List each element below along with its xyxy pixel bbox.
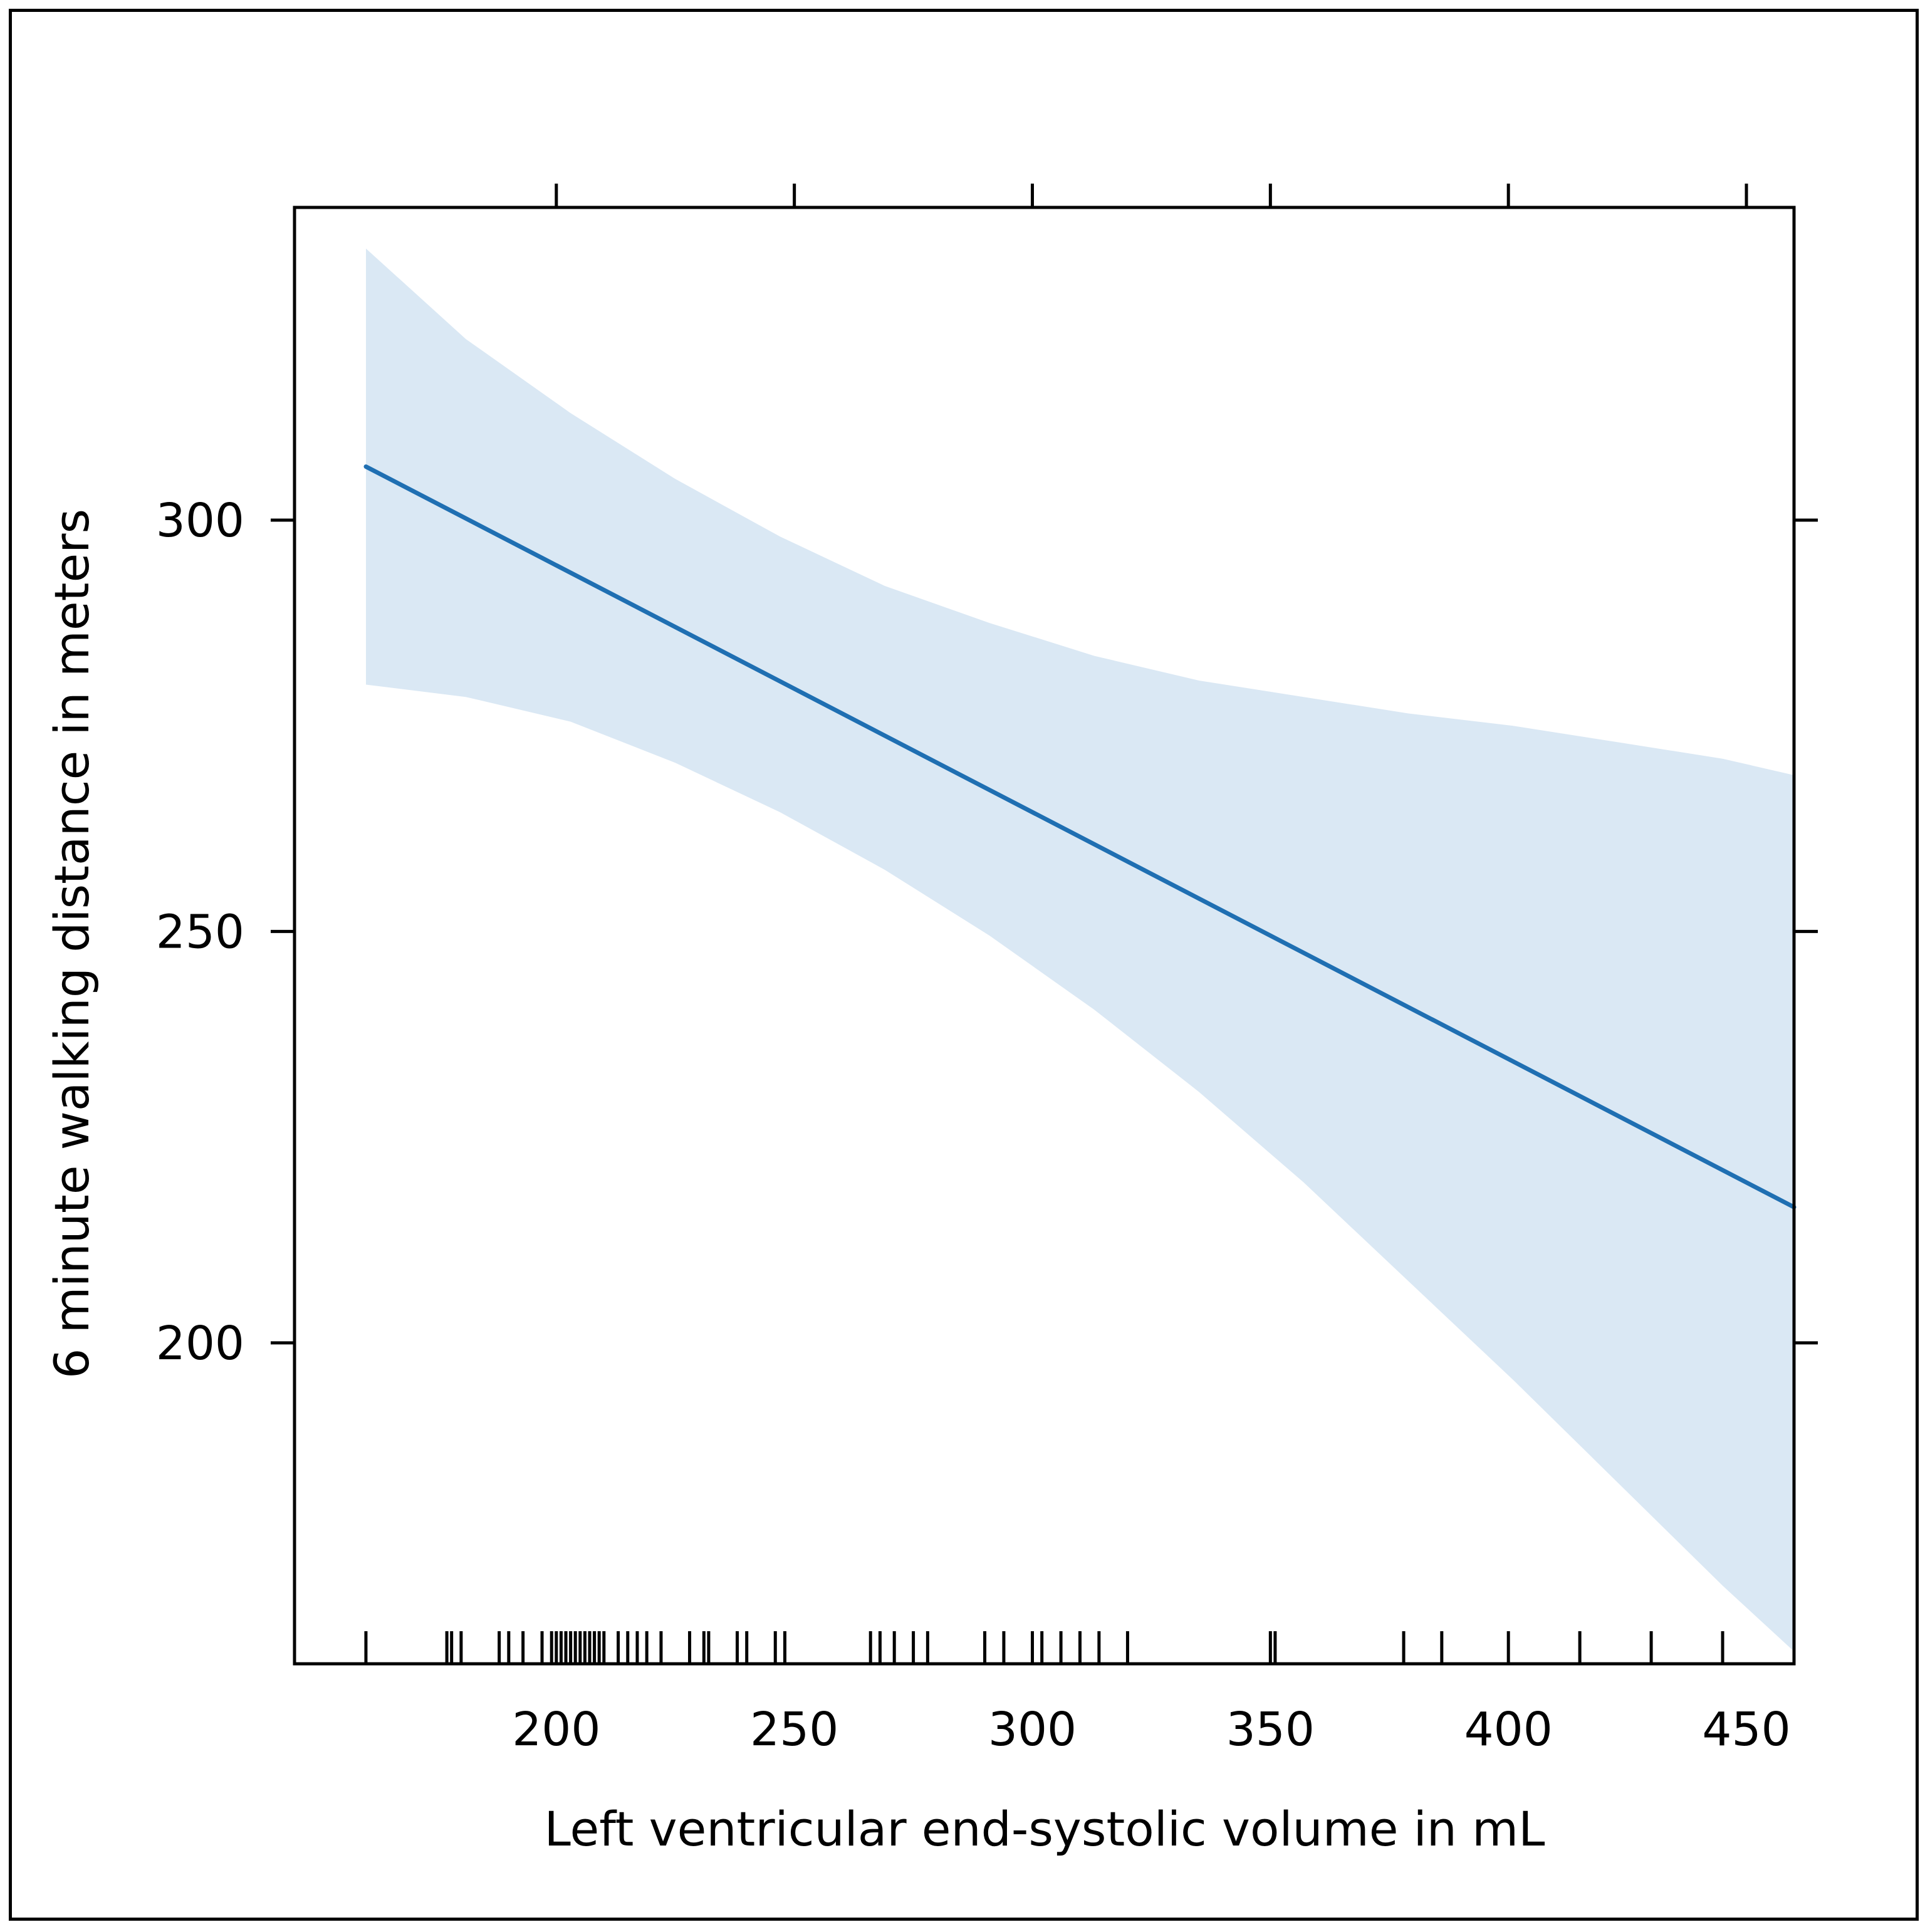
x-tick-label: 300 — [988, 1703, 1077, 1757]
confidence-band-layer — [366, 248, 1794, 1652]
x-tick-label: 200 — [512, 1703, 600, 1757]
rug-layer — [364, 1631, 1796, 1664]
figure-frame: 200 250 300 350 400 450 200 250 300 Left ventri… — [9, 9, 1919, 1921]
y-ticks: 200 250 300 — [156, 494, 1818, 1371]
x-axis-title: Left ventricular end-systolic volume in … — [544, 1801, 1545, 1857]
confidence-band — [366, 248, 1794, 1652]
y-tick-label: 200 — [156, 1317, 244, 1371]
y-axis-title: 6 minute walking distance in meters — [44, 509, 100, 1379]
x-tick-label: 250 — [750, 1703, 838, 1757]
plot-area-border — [293, 206, 1796, 1666]
x-tick-label: 450 — [1702, 1703, 1790, 1757]
chart: 200 250 300 350 400 450 200 250 300 Left ventri… — [44, 184, 1818, 1857]
x-tick-label: 400 — [1464, 1703, 1553, 1757]
y-tick-label: 300 — [156, 494, 244, 548]
x-tick-label: 350 — [1226, 1703, 1315, 1757]
x-ticks: 200 250 300 350 400 450 — [512, 184, 1791, 1757]
series-line-fit — [363, 464, 1797, 1209]
fit-line-layer — [363, 464, 1797, 1209]
y-tick-label: 250 — [156, 905, 244, 959]
